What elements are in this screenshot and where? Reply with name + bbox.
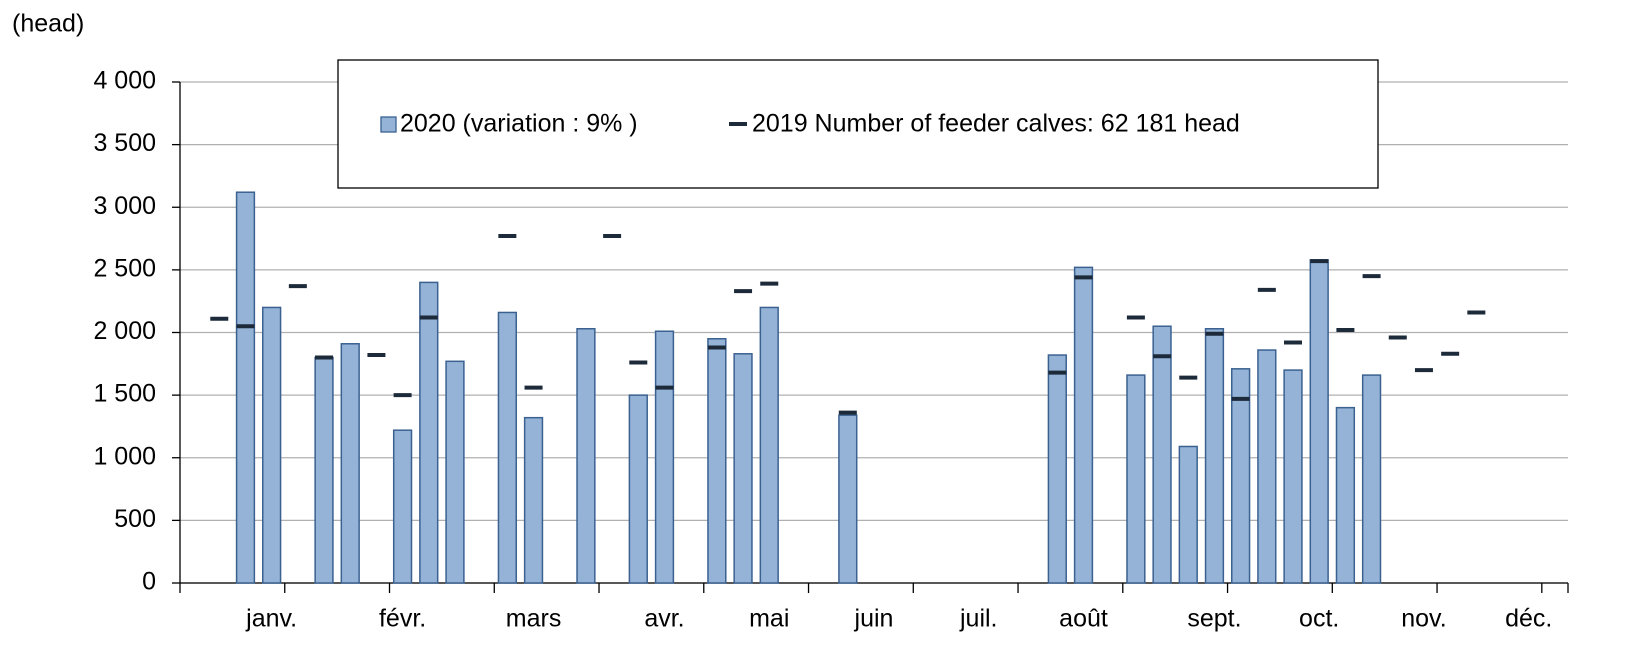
- bar: [1047, 354, 1067, 584]
- x-tick-label: oct.: [1299, 605, 1339, 633]
- legend-swatch: [380, 116, 397, 133]
- bar: [654, 330, 675, 584]
- bar: [1309, 259, 1329, 584]
- bar: [759, 306, 779, 584]
- bar: [733, 353, 753, 584]
- legend-label: 2020 (variation : 9% ): [400, 110, 638, 138]
- x-tick-label: mars: [506, 605, 562, 633]
- y-tick-label: 0: [142, 568, 156, 596]
- bar: [576, 327, 596, 584]
- bar: [1257, 349, 1277, 584]
- bar: [1230, 368, 1251, 584]
- bar: [497, 311, 518, 584]
- bar: [1335, 406, 1356, 584]
- y-tick-label: 3 500: [93, 129, 156, 157]
- y-tick-label: 2 500: [93, 254, 156, 282]
- bar: [1126, 374, 1146, 584]
- y-tick-label: 2 000: [93, 317, 156, 345]
- x-tick-label: août: [1059, 605, 1108, 633]
- x-tick-label: juil.: [959, 605, 998, 633]
- bar: [707, 338, 727, 584]
- bar: [235, 191, 256, 584]
- x-tick-label: mai: [749, 605, 789, 633]
- bar: [1283, 369, 1303, 584]
- y-tick-label: 500: [114, 505, 156, 533]
- x-tick-label: juin: [854, 605, 894, 633]
- bar: [1204, 327, 1225, 584]
- bar: [838, 414, 858, 584]
- bar: [262, 306, 282, 584]
- bar: [1178, 445, 1198, 584]
- x-tick-label: févr.: [379, 605, 426, 633]
- y-tick-label: 1 000: [93, 442, 156, 470]
- bar: [419, 281, 439, 584]
- x-tick-label: sept.: [1187, 605, 1241, 633]
- bar: [445, 360, 465, 584]
- y-tick-label: 4 000: [93, 67, 156, 95]
- bar: [340, 343, 360, 584]
- x-tick-label: déc.: [1505, 605, 1552, 633]
- legend-box: [337, 59, 1379, 189]
- y-axis-label: (head): [12, 10, 84, 38]
- bar: [1361, 374, 1382, 584]
- legend-label: 2019 Number of feeder calves: 62 181 hea…: [752, 110, 1240, 138]
- bar: [314, 356, 334, 584]
- bar: [1152, 325, 1172, 584]
- x-tick-label: avr.: [644, 605, 684, 633]
- bar: [628, 394, 648, 584]
- bar: [523, 416, 544, 584]
- x-tick-label: janv.: [245, 605, 297, 633]
- y-tick-label: 1 500: [93, 380, 156, 408]
- y-tick-label: 3 000: [93, 192, 156, 220]
- bar: [392, 429, 413, 584]
- bar: [1073, 266, 1094, 584]
- x-tick-label: nov.: [1401, 605, 1446, 633]
